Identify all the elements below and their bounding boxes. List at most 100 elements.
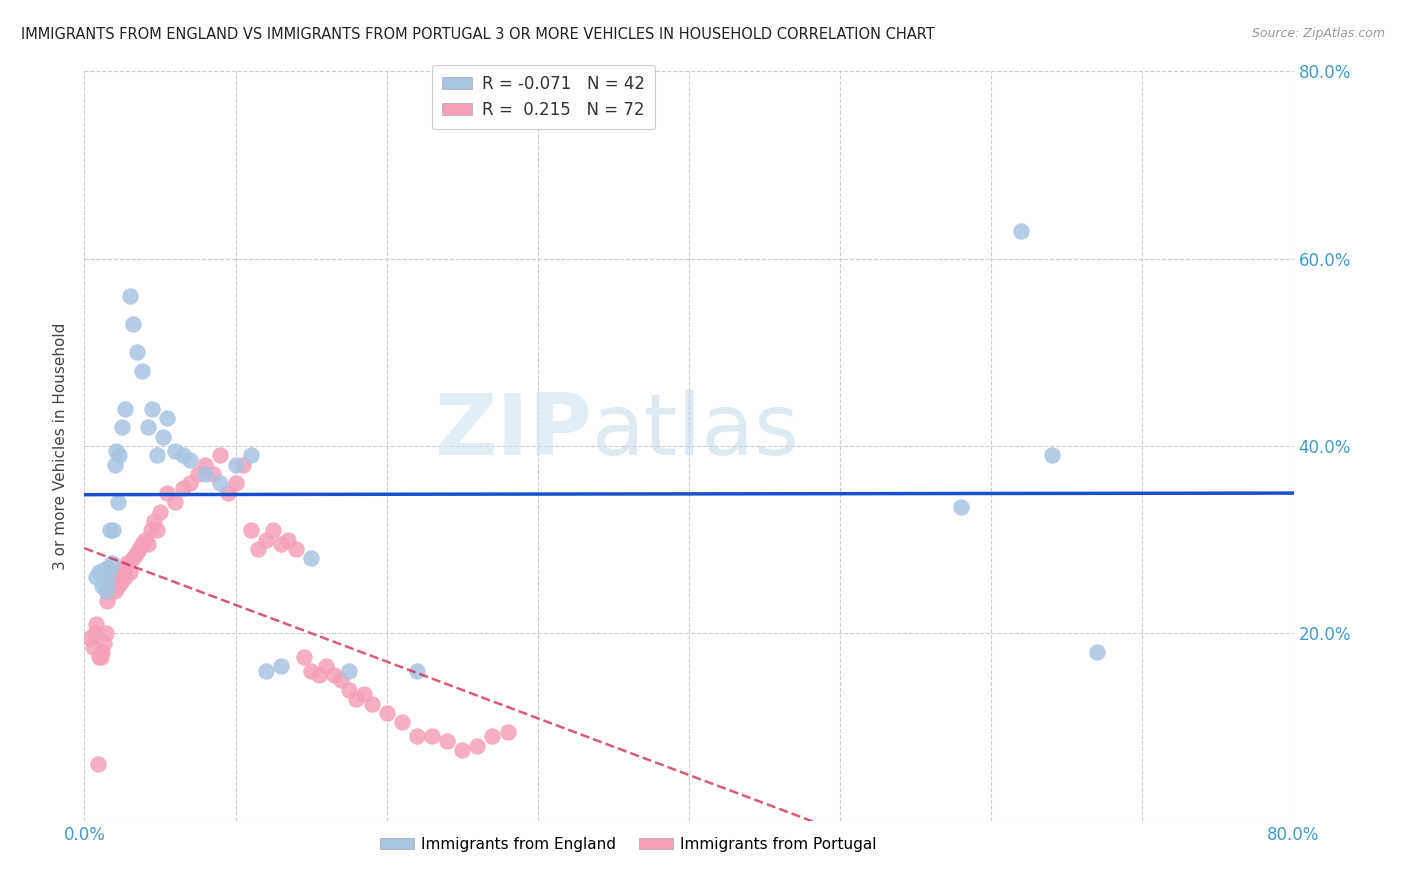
Point <box>127 345 149 359</box>
Point <box>118 289 141 303</box>
Point <box>172 481 194 495</box>
Point <box>141 401 163 416</box>
Point <box>194 458 217 472</box>
Point <box>201 467 224 482</box>
Point <box>104 458 127 472</box>
Point <box>209 476 232 491</box>
Point <box>128 542 150 557</box>
Point <box>100 556 122 570</box>
Point <box>179 476 201 491</box>
Point <box>136 537 159 551</box>
Point <box>308 668 330 682</box>
Point <box>114 570 136 584</box>
Point <box>950 500 973 514</box>
Point <box>254 664 277 678</box>
Point <box>330 673 353 688</box>
Point <box>93 635 115 649</box>
Point <box>353 687 375 701</box>
Point <box>97 584 120 599</box>
Point <box>225 458 247 472</box>
Point <box>90 649 112 664</box>
Point <box>187 467 209 482</box>
Point <box>152 430 174 444</box>
Point <box>146 524 169 538</box>
Point <box>406 730 429 744</box>
Point <box>118 566 141 580</box>
Point <box>89 649 111 664</box>
Point <box>496 724 519 739</box>
Point <box>165 495 187 509</box>
Point <box>96 561 118 575</box>
Point <box>292 649 315 664</box>
Point <box>98 524 121 538</box>
Point <box>346 692 368 706</box>
Point <box>467 739 489 753</box>
Text: IMMIGRANTS FROM ENGLAND VS IMMIGRANTS FROM PORTUGAL 3 OR MORE VEHICLES IN HOUSEH: IMMIGRANTS FROM ENGLAND VS IMMIGRANTS FR… <box>21 27 935 42</box>
Point <box>110 574 132 589</box>
Point <box>1085 645 1108 659</box>
Point <box>299 551 322 566</box>
Point <box>125 547 148 561</box>
Point <box>299 664 322 678</box>
Point <box>420 730 443 744</box>
Point <box>97 566 120 580</box>
Point <box>98 580 121 594</box>
Point <box>134 533 156 547</box>
Point <box>247 542 270 557</box>
Point <box>121 551 143 566</box>
Point <box>451 743 474 757</box>
Point <box>360 697 382 711</box>
Point <box>375 706 398 720</box>
Point <box>209 449 232 463</box>
Point <box>86 617 108 632</box>
Point <box>315 659 337 673</box>
Point <box>239 449 262 463</box>
Point <box>139 524 162 538</box>
Point <box>165 443 187 458</box>
Point <box>225 476 247 491</box>
Point <box>232 458 254 472</box>
Point <box>136 420 159 434</box>
Point <box>86 570 108 584</box>
Point <box>115 556 138 570</box>
Point <box>217 486 239 500</box>
Point <box>105 443 128 458</box>
Point <box>194 467 217 482</box>
Point <box>262 524 284 538</box>
Point <box>96 574 118 589</box>
Point <box>107 495 129 509</box>
Point <box>82 640 104 655</box>
Point <box>1040 449 1063 463</box>
Point <box>146 449 169 463</box>
Legend: Immigrants from England, Immigrants from Portugal: Immigrants from England, Immigrants from… <box>374 830 883 858</box>
Point <box>337 664 360 678</box>
Point <box>121 318 143 332</box>
Point <box>94 626 117 640</box>
Point <box>436 734 458 748</box>
Point <box>111 566 134 580</box>
Point <box>337 682 360 697</box>
Point <box>406 664 429 678</box>
Point <box>391 715 413 730</box>
Point <box>481 730 503 744</box>
Point <box>131 364 153 378</box>
Point <box>285 542 308 557</box>
Point <box>87 757 110 772</box>
Point <box>179 453 201 467</box>
Point <box>101 570 124 584</box>
Point <box>156 486 179 500</box>
Text: Source: ZipAtlas.com: Source: ZipAtlas.com <box>1251 27 1385 40</box>
Point <box>111 420 134 434</box>
Point <box>112 561 135 575</box>
Point <box>107 580 129 594</box>
Point <box>105 570 128 584</box>
Point <box>94 584 117 599</box>
Y-axis label: 3 or more Vehicles in Household: 3 or more Vehicles in Household <box>53 322 69 570</box>
Point <box>149 505 172 519</box>
Point <box>91 645 114 659</box>
Point <box>96 593 118 607</box>
Point <box>270 659 292 673</box>
Point <box>131 537 153 551</box>
Point <box>104 584 127 599</box>
Point <box>91 580 114 594</box>
